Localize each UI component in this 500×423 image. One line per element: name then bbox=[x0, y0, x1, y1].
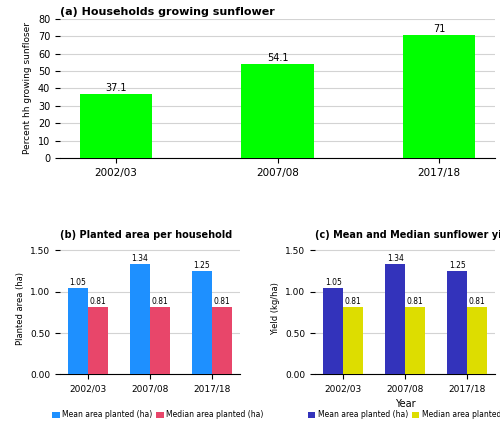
Bar bbox=[130, 264, 150, 374]
Text: 1.25: 1.25 bbox=[448, 261, 466, 270]
Text: (c) Mean and Median sunflower yield: (c) Mean and Median sunflower yield bbox=[315, 230, 500, 240]
Text: 0.81: 0.81 bbox=[214, 297, 230, 306]
Bar bbox=[405, 308, 425, 374]
X-axis label: Year: Year bbox=[395, 398, 415, 409]
Text: 71: 71 bbox=[432, 24, 445, 34]
Bar bbox=[386, 264, 405, 374]
Bar bbox=[343, 308, 363, 374]
Bar bbox=[212, 308, 232, 374]
Bar bbox=[68, 288, 88, 374]
Bar bbox=[467, 308, 487, 374]
Legend: Mean area planted (ha), Median area planted (ha): Mean area planted (ha), Median area plan… bbox=[304, 407, 500, 423]
Text: 0.81: 0.81 bbox=[152, 297, 168, 306]
Text: 54.1: 54.1 bbox=[267, 53, 288, 63]
Text: 1.05: 1.05 bbox=[70, 277, 86, 286]
Y-axis label: Planted area (ha): Planted area (ha) bbox=[16, 272, 24, 345]
Y-axis label: Yield (kg/ha): Yield (kg/ha) bbox=[271, 282, 280, 335]
Text: 1.05: 1.05 bbox=[325, 277, 342, 286]
Text: (b) Planted area per household: (b) Planted area per household bbox=[60, 230, 232, 240]
Y-axis label: Percent hh growing sunfloser: Percent hh growing sunfloser bbox=[24, 22, 32, 154]
Text: 0.81: 0.81 bbox=[406, 297, 424, 306]
Text: 1.25: 1.25 bbox=[194, 261, 210, 270]
Bar bbox=[241, 64, 314, 158]
Text: 0.81: 0.81 bbox=[468, 297, 485, 306]
Bar bbox=[192, 271, 212, 374]
Bar bbox=[150, 308, 170, 374]
Bar bbox=[447, 271, 467, 374]
Text: 1.34: 1.34 bbox=[387, 253, 404, 263]
Text: 37.1: 37.1 bbox=[106, 82, 127, 93]
Text: 1.34: 1.34 bbox=[132, 253, 148, 263]
Bar bbox=[80, 93, 152, 158]
Bar bbox=[324, 288, 343, 374]
Legend: Mean area planted (ha), Median area planted (ha): Mean area planted (ha), Median area plan… bbox=[50, 407, 267, 423]
Text: (a) Households growing sunflower: (a) Households growing sunflower bbox=[60, 7, 275, 17]
Bar bbox=[402, 35, 475, 158]
Bar bbox=[88, 308, 108, 374]
Text: 0.81: 0.81 bbox=[90, 297, 106, 306]
Text: 0.81: 0.81 bbox=[345, 297, 362, 306]
